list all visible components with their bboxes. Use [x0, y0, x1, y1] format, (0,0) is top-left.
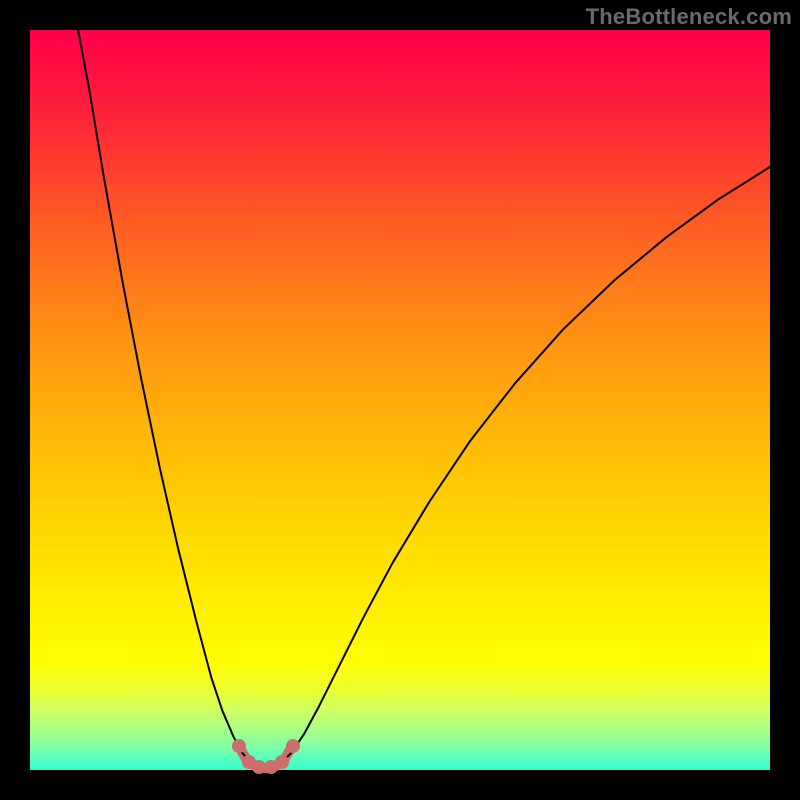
plot-area: [30, 30, 770, 770]
canvas-root: TheBottleneck.com: [0, 0, 800, 800]
highlight-marker: [286, 739, 300, 753]
highlight-marker: [232, 739, 246, 753]
highlight-marker: [275, 755, 289, 769]
chart-svg: [30, 30, 770, 770]
main-curve: [78, 30, 770, 769]
attribution-text: TheBottleneck.com: [586, 4, 792, 30]
